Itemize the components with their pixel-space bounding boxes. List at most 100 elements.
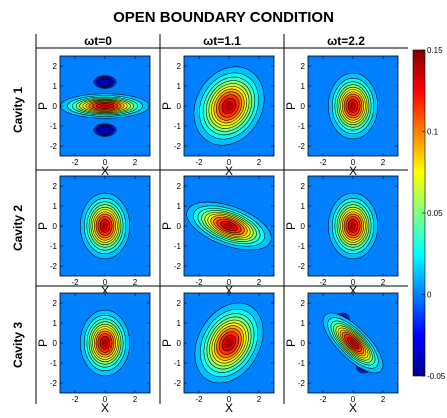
x-tick-label: -2	[319, 278, 327, 287]
x-tick-label: 0	[227, 158, 232, 167]
y-tick-label: -2	[298, 262, 306, 271]
y-tick-label: 0	[301, 102, 306, 111]
x-tick-label: 2	[381, 395, 386, 404]
x-tick-label: 0	[103, 158, 108, 167]
y-tick-label: 2	[301, 299, 306, 308]
y-tick-label: 2	[301, 62, 306, 71]
y-tick-label: 0	[177, 222, 182, 231]
wigner-panel: -2 0 2 -2 -1 0 1 2 X P	[160, 55, 275, 178]
contour-peak	[224, 337, 234, 349]
x-tick-label: 2	[133, 278, 138, 287]
column-header: ωt=1.1	[203, 34, 241, 48]
y-tick-label: 1	[301, 82, 306, 91]
x-tick-label: -2	[195, 278, 203, 287]
y-tick-label: -1	[298, 122, 306, 131]
x-axis-label: X	[349, 401, 357, 415]
row-header: Cavity 1	[11, 87, 25, 133]
row-header: Cavity 2	[11, 205, 25, 251]
contour-peak	[223, 222, 235, 230]
negative-lobe-contour	[98, 126, 112, 134]
y-tick-label: 2	[177, 182, 182, 191]
y-tick-label: 0	[301, 339, 306, 348]
x-axis-label: X	[225, 401, 233, 415]
wigner-panel: -2 0 2 -2 -1 0 1 2 X P	[284, 55, 399, 178]
x-axis-label: X	[101, 401, 109, 415]
y-axis-label: P	[36, 222, 50, 230]
y-axis-label: P	[36, 339, 50, 347]
x-axis-label: X	[349, 284, 357, 298]
y-tick-label: -2	[174, 379, 182, 388]
x-axis-label: X	[225, 284, 233, 298]
y-tick-label: -1	[174, 242, 182, 251]
y-tick-label: 2	[53, 299, 58, 308]
x-axis-label: X	[101, 164, 109, 178]
y-axis-label: P	[284, 339, 298, 347]
colorbar-tick-label: 0.05	[427, 209, 443, 218]
y-tick-label: -1	[298, 242, 306, 251]
negative-lobe-contour	[98, 78, 112, 86]
wigner-panel: -2 0 2 -2 -1 0 1 2 X P	[36, 55, 151, 178]
column-header: ωt=2.2	[327, 34, 365, 48]
x-tick-label: 0	[103, 395, 108, 404]
colorbar-tick-label: -0.05	[427, 372, 446, 381]
y-axis-label: P	[284, 102, 298, 110]
y-tick-label: 2	[53, 62, 58, 71]
x-tick-label: 2	[381, 278, 386, 287]
x-tick-label: 0	[227, 395, 232, 404]
x-tick-label: -2	[71, 158, 79, 167]
y-axis-label: P	[36, 102, 50, 110]
y-tick-label: -1	[174, 122, 182, 131]
y-tick-label: -2	[50, 262, 58, 271]
y-axis-label: P	[160, 339, 174, 347]
x-tick-label: 2	[133, 395, 138, 404]
figure-title: OPEN BOUNDARY CONDITION	[113, 9, 334, 26]
x-tick-label: 0	[351, 278, 356, 287]
y-tick-label: -1	[50, 359, 58, 368]
x-tick-label: 2	[257, 395, 262, 404]
y-tick-label: 1	[177, 82, 182, 91]
y-tick-label: -2	[50, 142, 58, 151]
y-tick-label: -2	[50, 379, 58, 388]
contour-peak	[101, 221, 109, 231]
y-tick-label: 0	[177, 102, 182, 111]
y-tick-label: -2	[298, 142, 306, 151]
wigner-panel: -2 0 2 -2 -1 0 1 2 X P	[36, 175, 151, 298]
panels: -2 0 2 -2 -1 0 1 2 X P -2 0 2 -2 -1 0 1 2 X P -2 0 2 -2 -1 0 1 2 X P -…	[36, 55, 399, 415]
y-tick-label: -1	[174, 359, 182, 368]
x-tick-label: 2	[257, 278, 262, 287]
x-tick-label: 2	[257, 158, 262, 167]
contour-peak	[349, 101, 357, 111]
y-tick-label: 0	[53, 339, 58, 348]
y-axis-label: P	[160, 102, 174, 110]
wigner-panel: -2 0 2 -2 -1 0 1 2 X P	[284, 292, 399, 415]
y-tick-label: 2	[53, 182, 58, 191]
row-header: Cavity 3	[11, 322, 25, 368]
table-grid-lines	[35, 34, 408, 404]
y-tick-label: -2	[174, 142, 182, 151]
y-tick-label: 0	[53, 222, 58, 231]
y-tick-label: 2	[177, 62, 182, 71]
y-tick-label: 1	[301, 202, 306, 211]
y-tick-label: 1	[53, 202, 58, 211]
colorbar-tick-label: 0.1	[427, 128, 439, 137]
y-axis-label: P	[284, 222, 298, 230]
y-tick-label: -1	[50, 242, 58, 251]
x-tick-label: -2	[319, 158, 327, 167]
contour-peak	[349, 339, 357, 347]
wigner-panel: -2 0 2 -2 -1 0 1 2 X P	[36, 292, 151, 415]
y-tick-label: 0	[53, 102, 58, 111]
contour-peak	[101, 338, 109, 348]
contour-peak	[224, 100, 234, 112]
x-tick-label: -2	[319, 395, 327, 404]
x-tick-label: -2	[195, 158, 203, 167]
y-tick-label: 1	[177, 319, 182, 328]
x-axis-label: X	[349, 164, 357, 178]
x-tick-label: 2	[133, 158, 138, 167]
y-tick-label: -2	[298, 379, 306, 388]
y-tick-label: -2	[174, 262, 182, 271]
wigner-panel: -2 0 2 -2 -1 0 1 2 X P	[160, 175, 275, 298]
wigner-panel: -2 0 2 -2 -1 0 1 2 X P	[160, 292, 275, 415]
y-tick-label: 1	[53, 319, 58, 328]
x-tick-label: 0	[351, 395, 356, 404]
